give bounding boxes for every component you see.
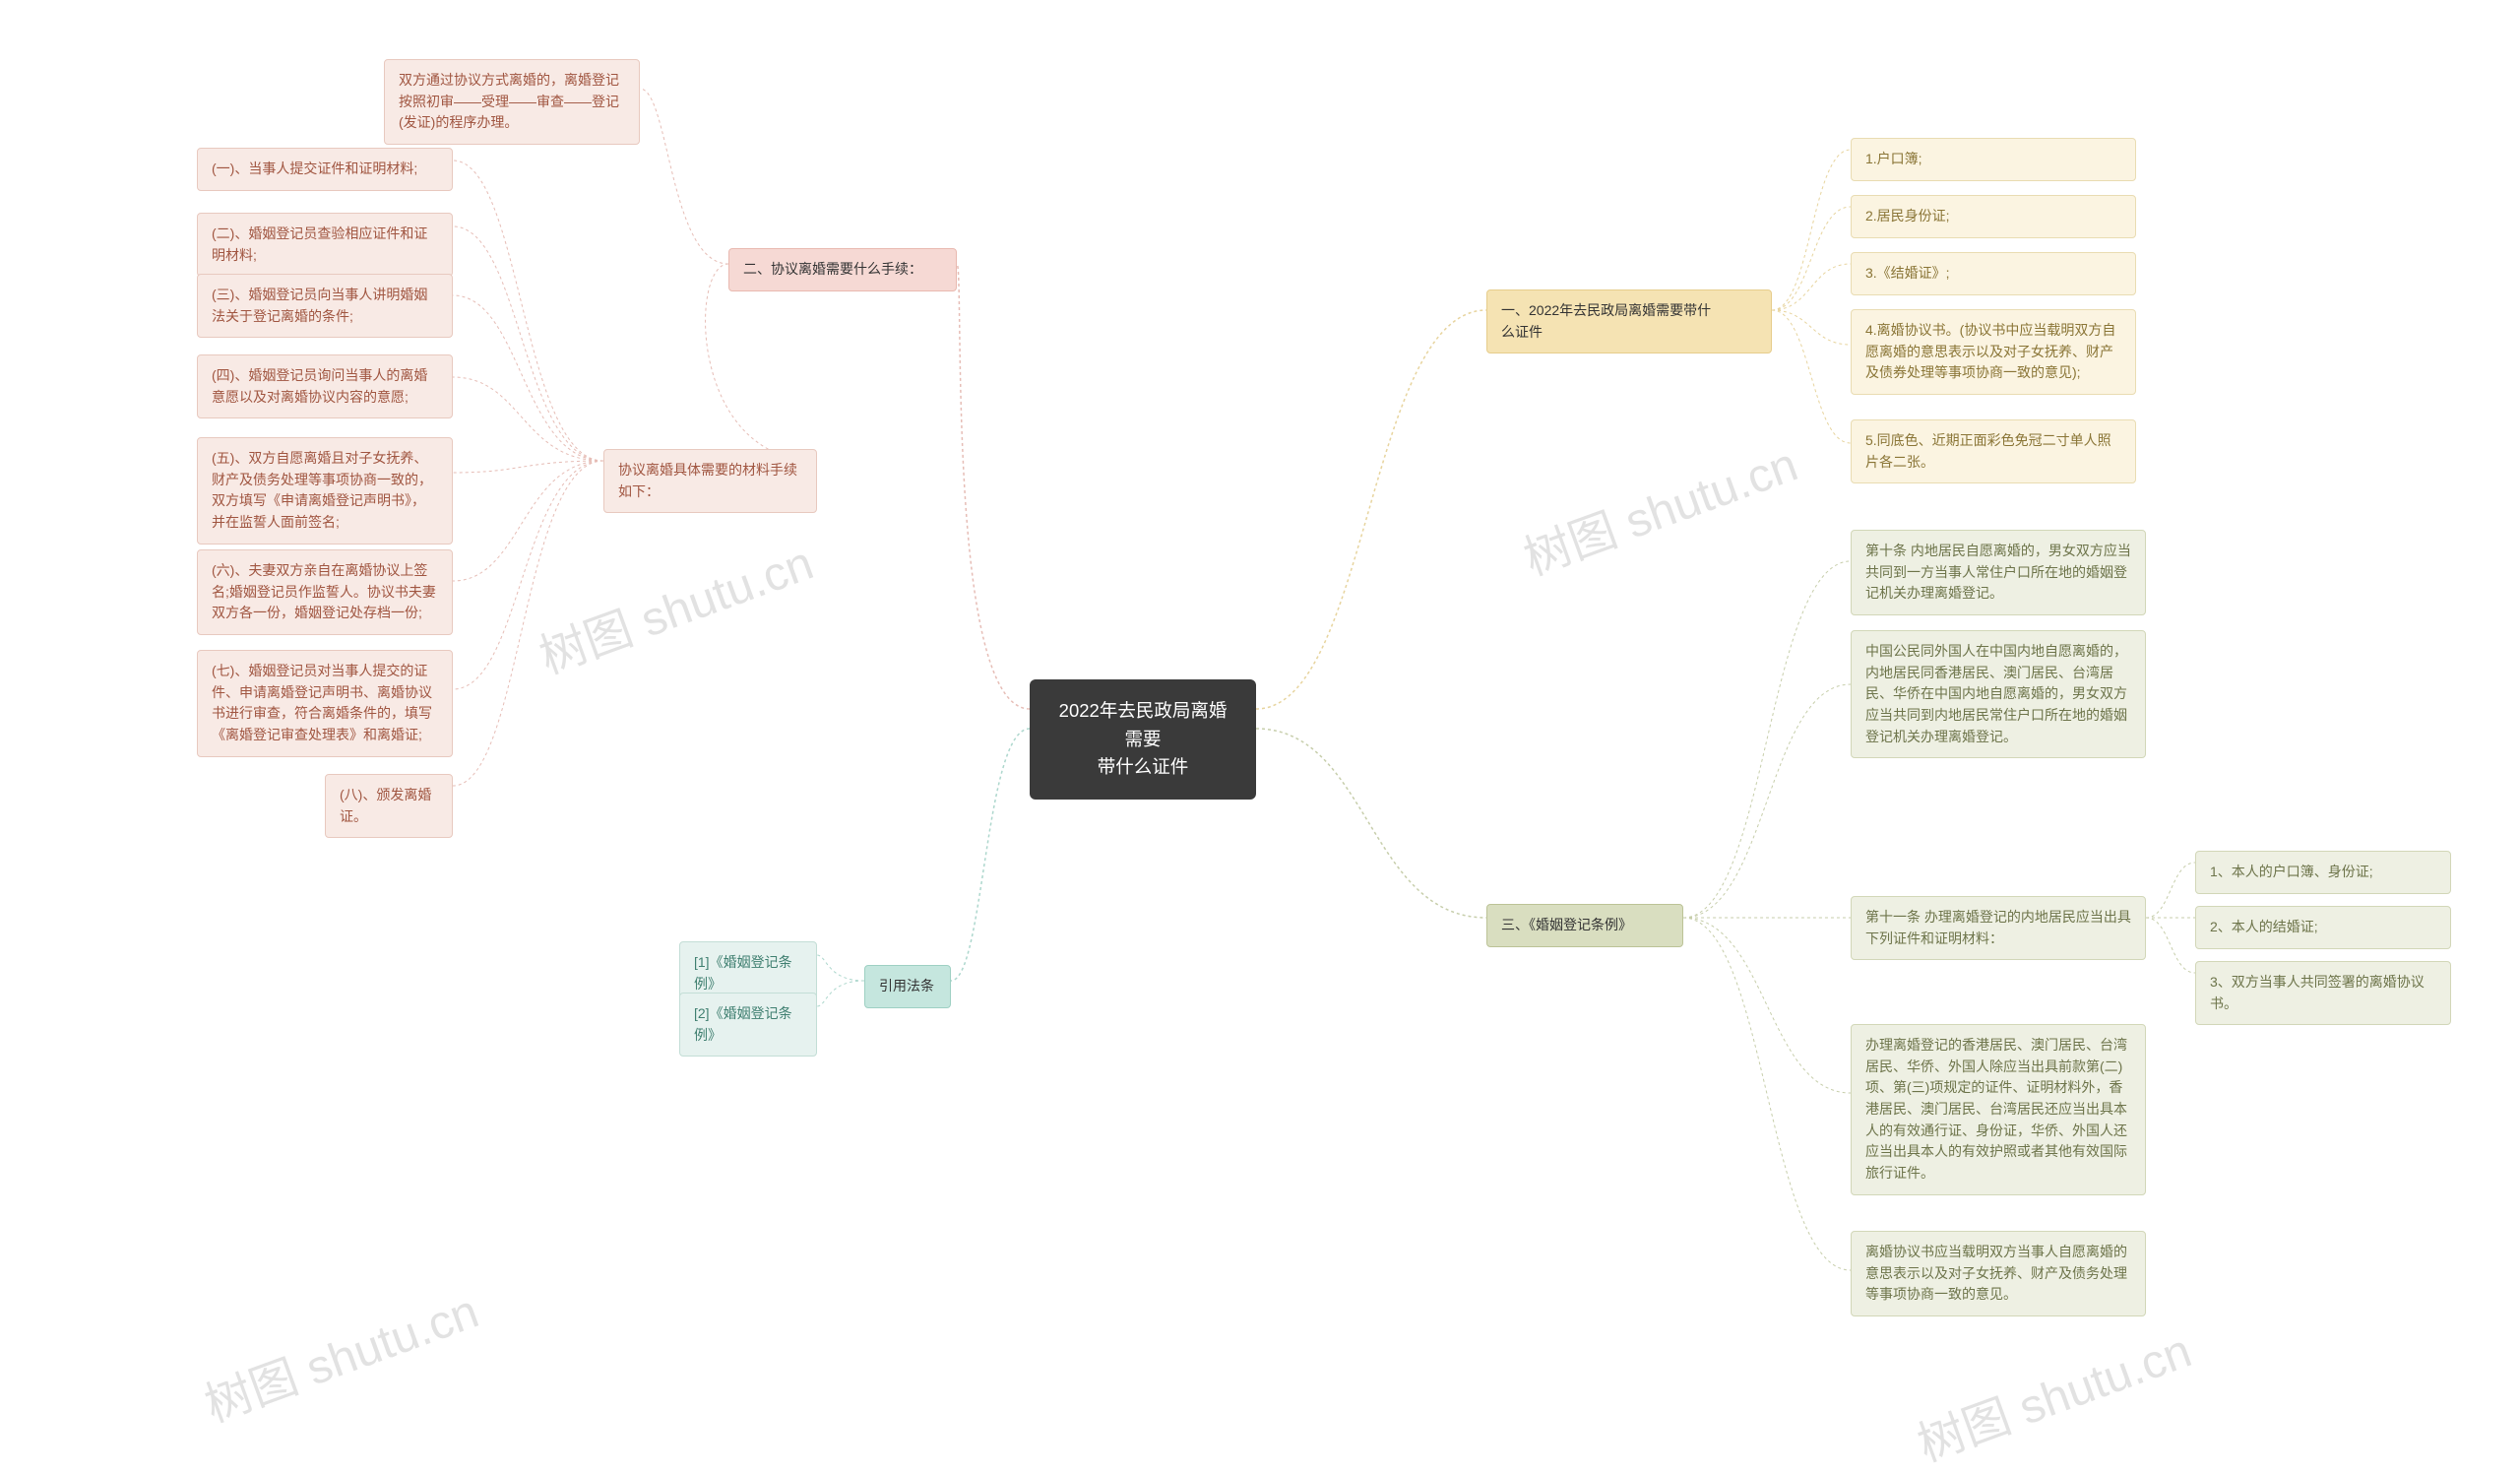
leaf-l1-1: (二)、婚姻登记员查验相应证件和证明材料; [197,213,453,277]
leaf-l1-0: (一)、当事人提交证件和证明材料; [197,148,453,191]
leaf-r2-2-1: 2、本人的结婚证; [2195,906,2451,949]
leaf-l1-first: 双方通过协议方式离婚的，离婚登记按照初审——受理——审查——登记(发证)的程序办… [384,59,640,145]
leaf-r1-2: 3.《结婚证》; [1851,252,2136,295]
watermark: 树图 shutu.cn [1907,1312,2199,1474]
leaf-r2-4: 离婚协议书应当载明双方当事人自愿离婚的意思表示以及对子女抚养、财产及债务处理等事… [1851,1231,2146,1316]
leaf-r2-1: 中国公民同外国人在中国内地自愿离婚的，内地居民同香港居民、澳门居民、台湾居民、华… [1851,630,2146,758]
center-title-line1: 2022年去民政局离婚需要 [1051,697,1234,753]
center-title-line2: 带什么证件 [1051,753,1234,782]
leaf-r2-2: 第十一条 办理离婚登记的内地居民应当出具下列证件和证明材料： [1851,896,2146,960]
leaf-l1-5: (六)、夫妻双方亲自在离婚协议上签名;婚姻登记员作监誓人。协议书夫妻双方各一份，… [197,549,453,635]
leaf-l1-3: (四)、婚姻登记员询问当事人的离婚意愿以及对离婚协议内容的意愿; [197,354,453,418]
leaf-l1-6: (七)、婚姻登记员对当事人提交的证件、申请离婚登记声明书、离婚协议书进行审查，符… [197,650,453,757]
leaf-r2-2-0: 1、本人的户口簿、身份证; [2195,851,2451,894]
branch-left-1: 二、协议离婚需要什么手续： [728,248,957,291]
watermark: 树图 shutu.cn [194,1272,486,1435]
branch-left-2: 引用法条 [864,965,951,1008]
leaf-r2-2-2: 3、双方当事人共同签署的离婚协议书。 [2195,961,2451,1025]
watermark: 树图 shutu.cn [529,524,821,686]
leaf-l1-4: (五)、双方自愿离婚且对子女抚养、财产及债务处理等事项协商一致的，双方填写《申请… [197,437,453,545]
leaf-r2-3: 办理离婚登记的香港居民、澳门居民、台湾居民、华侨、外国人除应当出具前款第(二)项… [1851,1024,2146,1195]
branch-right-1-label-2: 么证件 [1501,322,1757,344]
leaf-r1-0: 1.户口簿; [1851,138,2136,181]
leaf-r2-0: 第十条 内地居民自愿离婚的，男女双方应当共同到一方当事人常住户口所在地的婚姻登记… [1851,530,2146,615]
leaf-l1-sublabel: 协议离婚具体需要的材料手续如下： [603,449,817,513]
branch-right-2: 三、《婚姻登记条例》 [1486,904,1683,947]
leaf-r1-1: 2.居民身份证; [1851,195,2136,238]
leaf-l2-1: [2]《婚姻登记条例》 [679,993,817,1057]
leaf-r1-4: 5.同底色、近期正面彩色免冠二寸单人照片各二张。 [1851,419,2136,483]
branch-right-1: 一、2022年去民政局离婚需要带什 么证件 [1486,289,1772,353]
watermark: 树图 shutu.cn [1513,425,1805,588]
branch-right-1-label: 一、2022年去民政局离婚需要带什 [1501,300,1757,322]
leaf-r1-3: 4.离婚协议书。(协议书中应当载明双方自愿离婚的意思表示以及对子女抚养、财产及债… [1851,309,2136,395]
leaf-l1-7: (八)、颁发离婚证。 [325,774,453,838]
center-node: 2022年去民政局离婚需要 带什么证件 [1030,679,1256,800]
leaf-l1-2: (三)、婚姻登记员向当事人讲明婚姻法关于登记离婚的条件; [197,274,453,338]
